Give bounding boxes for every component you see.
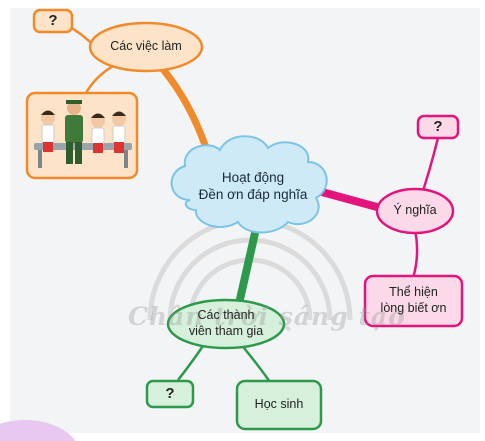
meaning-detail-line2: lòng biết ơn xyxy=(380,301,447,315)
meaning-detail-line1: Thể hiện xyxy=(389,285,438,300)
center-topic: Hoạt động Đền ơn đáp nghĩa xyxy=(188,162,318,212)
illustration-soldier-children xyxy=(34,100,132,168)
members-detail-box xyxy=(235,379,323,431)
members-question: ? xyxy=(165,384,175,402)
activities-label: Các việc làm xyxy=(110,39,182,54)
members-ellipse xyxy=(166,298,286,350)
meaning-question: ? xyxy=(433,117,443,135)
meaning-ellipse xyxy=(375,187,455,235)
activities-question: ? xyxy=(48,11,58,29)
activities-ellipse xyxy=(88,21,204,73)
members-label-line2: viên tham gia xyxy=(188,324,264,338)
center-topic-line2: Đền ơn đáp nghĩa xyxy=(198,187,308,202)
meaning-detail-box xyxy=(363,274,464,328)
members-detail: Học sinh xyxy=(254,397,304,412)
center-topic-line1: Hoạt động xyxy=(221,170,285,186)
watermark-text: Chân trời sáng tạo xyxy=(128,302,406,331)
corner-decoration xyxy=(0,420,76,441)
members-question-box xyxy=(145,379,195,409)
members-label-line1: Các thành xyxy=(197,308,255,323)
meaning-detail: Thể hiện lòng biết ơn xyxy=(365,276,462,326)
meaning-label: Ý nghĩa xyxy=(393,203,437,218)
members-label: Các thành viên tham gia xyxy=(168,300,284,348)
center-cloud xyxy=(170,135,328,234)
activities-question-box xyxy=(32,8,74,34)
connector-members xyxy=(234,216,262,312)
meaning-question-box xyxy=(416,114,460,140)
